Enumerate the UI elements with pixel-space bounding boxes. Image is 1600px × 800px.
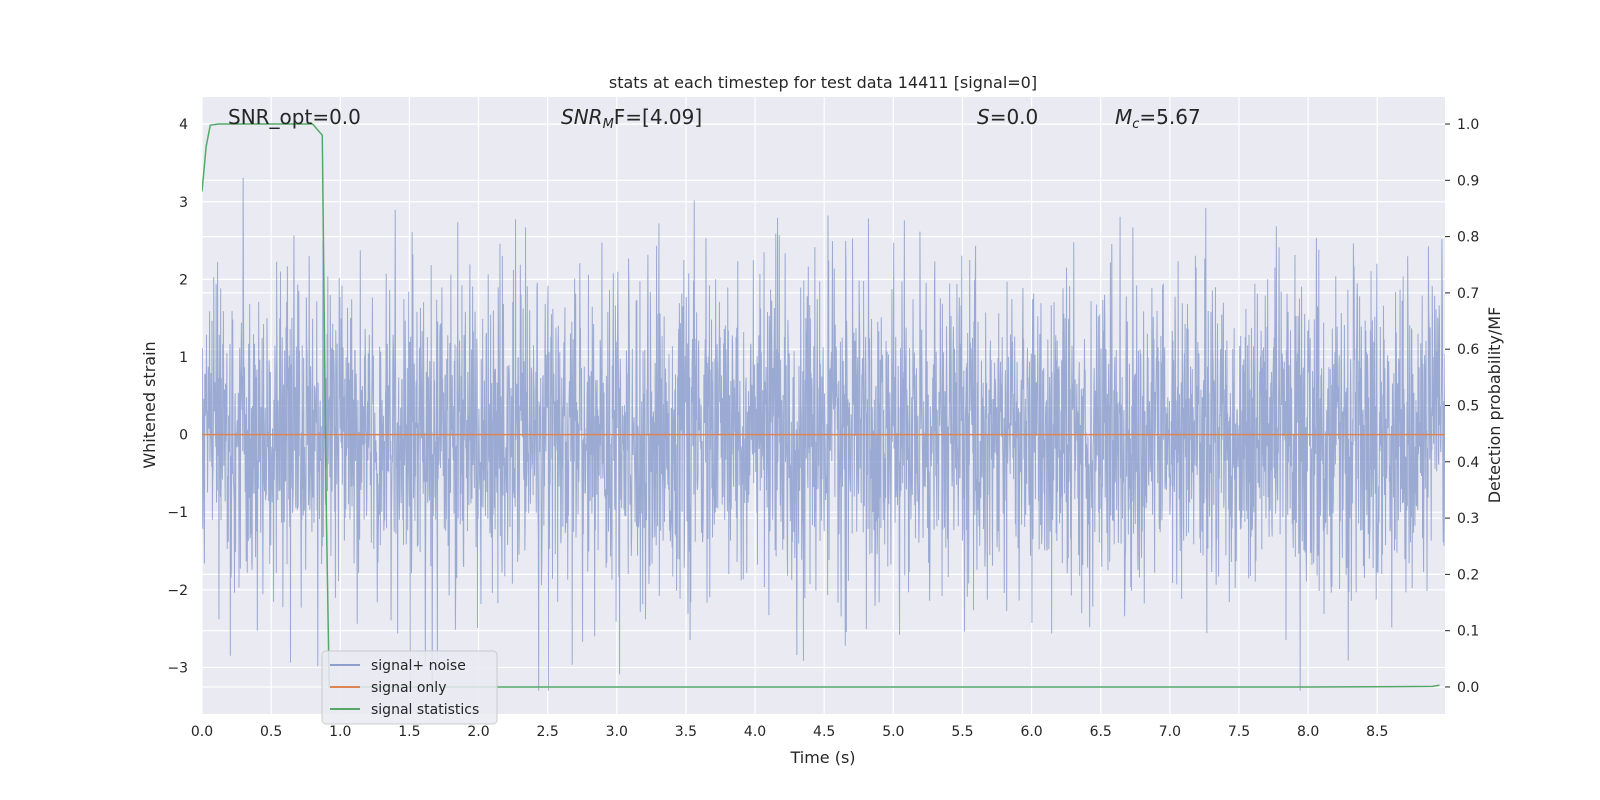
y-right-tick-label: 1.0 [1457,117,1479,133]
x-tick-label: 0.5 [260,724,282,740]
series-signal-noise-line [202,177,1445,691]
y-right-tick-label: 0.6 [1457,342,1479,358]
y-tick-label: 1 [179,350,188,366]
y-tick-label: 2 [179,272,188,288]
y-right-tick-label: 0.2 [1457,567,1479,583]
y-tick-label: −3 [167,660,188,676]
y-axis-right-ticks: 0.0 0.1 0.2 0.3 0.4 0.5 0.6 0.7 0.8 0.9 1.0 [1445,117,1479,696]
x-tick-label: 2.0 [467,724,489,740]
x-tick-label: 7.5 [1228,724,1250,740]
y-right-tick-label: 0.3 [1457,511,1479,527]
chart-title: stats at each timestep for test data 144… [609,73,1037,92]
annotation-snr-opt: SNR_opt=0.0 [228,105,361,129]
annotation-mc: Mc=5.67 [1115,105,1201,132]
x-tick-label: 3.0 [606,724,628,740]
legend-box [321,650,498,725]
y-right-tick-label: 0.5 [1457,399,1479,415]
y-right-tick-label: 0.4 [1457,455,1479,471]
y-right-tick-label: 0.8 [1457,230,1479,246]
y-axis-ticks: −3 −2 −1 0 1 2 3 4 [167,117,188,676]
y-tick-label: 0 [179,428,188,444]
legend-label-signal-statistics: signal statistics [371,702,479,718]
x-axis-ticks: 0.0 0.5 1.0 1.5 2.0 2.5 3.0 3.5 4.0 4.5 5.0 5.5 6.0 6… [191,724,1389,740]
legend-label-signal-only: signal only [371,680,446,696]
x-tick-label: 4.5 [813,724,835,740]
annotation-s: S=0.0 [977,105,1038,129]
y-tick-label: −2 [167,583,188,599]
y-right-tick-label: 0.0 [1457,680,1479,696]
x-tick-label: 6.5 [1090,724,1112,740]
y-tick-label: 4 [179,117,188,133]
x-tick-label: 8.5 [1366,724,1388,740]
y-axis-label: Whitened strain [140,341,159,468]
x-tick-label: 2.5 [537,724,559,740]
y-right-tick-label: 0.9 [1457,173,1479,189]
y-tick-label: −1 [167,505,188,521]
x-tick-label: 3.5 [675,724,697,740]
x-axis-label: Time (s) [789,748,855,767]
x-tick-label: 0.0 [191,724,213,740]
y-axis-right-label: Detection probability/MF [1485,307,1504,504]
legend: signal+ noise signal only signal statist… [321,650,498,725]
legend-label-signal-noise: signal+ noise [371,658,466,674]
x-tick-label: 5.0 [882,724,904,740]
x-tick-label: 4.0 [744,724,766,740]
x-tick-label: 8.0 [1297,724,1319,740]
y-right-tick-label: 0.1 [1457,624,1479,640]
series-layer [202,123,1445,691]
x-tick-label: 1.5 [398,724,420,740]
x-tick-label: 1.0 [329,724,351,740]
x-tick-label: 5.5 [951,724,973,740]
y-tick-label: 3 [179,195,188,211]
annotation-snr-mf: SNRMF=[4.09] [561,105,702,132]
y-right-tick-label: 0.7 [1457,286,1479,302]
x-tick-label: 7.0 [1159,724,1181,740]
x-tick-label: 6.0 [1020,724,1042,740]
series-signal-statistics-line [202,123,1440,688]
